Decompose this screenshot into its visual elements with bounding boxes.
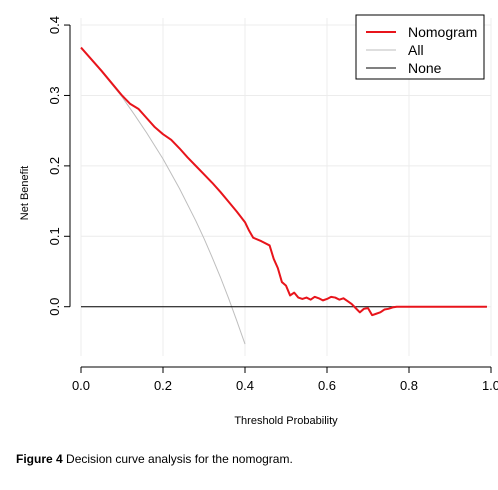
figure-caption: Figure 4 Decision curve analysis for the… [16,452,293,466]
y-tick-label: 0.4 [47,16,62,34]
y-axis-title: Net Benefit [19,166,31,220]
y-tick-label: 0.2 [47,157,62,175]
x-tick-label: 0.0 [72,378,90,393]
x-tick-label: 0.8 [400,378,418,393]
x-axis-title: Threshold Probability [234,415,338,427]
legend-label-all: All [408,42,424,58]
x-tick-label: 1.0 [482,378,498,393]
axes: 0.0 0.2 0.4 0.6 0.8 1.0 0.0 0.1 0.2 0.3 0.4 [47,16,498,393]
figure-label: Figure 4 [16,452,63,466]
x-tick-label: 0.4 [236,378,254,393]
series-line-all [80,47,246,345]
legend-label-none: None [408,60,442,76]
legend-label-nomogram: Nomogram [408,24,477,40]
x-tick-label: 0.6 [318,378,336,393]
y-tick-label: 0.0 [47,298,62,316]
figure-caption-text: Decision curve analysis for the nomogram… [62,452,293,466]
decision-curve-chart: 0.0 0.2 0.4 0.6 0.8 1.0 0.0 0.1 0.2 0.3 0.4 Nomogr… [19,14,498,427]
y-tick-label: 0.3 [47,86,62,104]
series-line-nomogram [80,46,487,317]
x-tick-label: 0.2 [154,378,172,393]
y-tick-label: 0.1 [47,227,62,245]
series-lines [80,46,487,345]
legend: Nomogram All None [355,14,485,80]
